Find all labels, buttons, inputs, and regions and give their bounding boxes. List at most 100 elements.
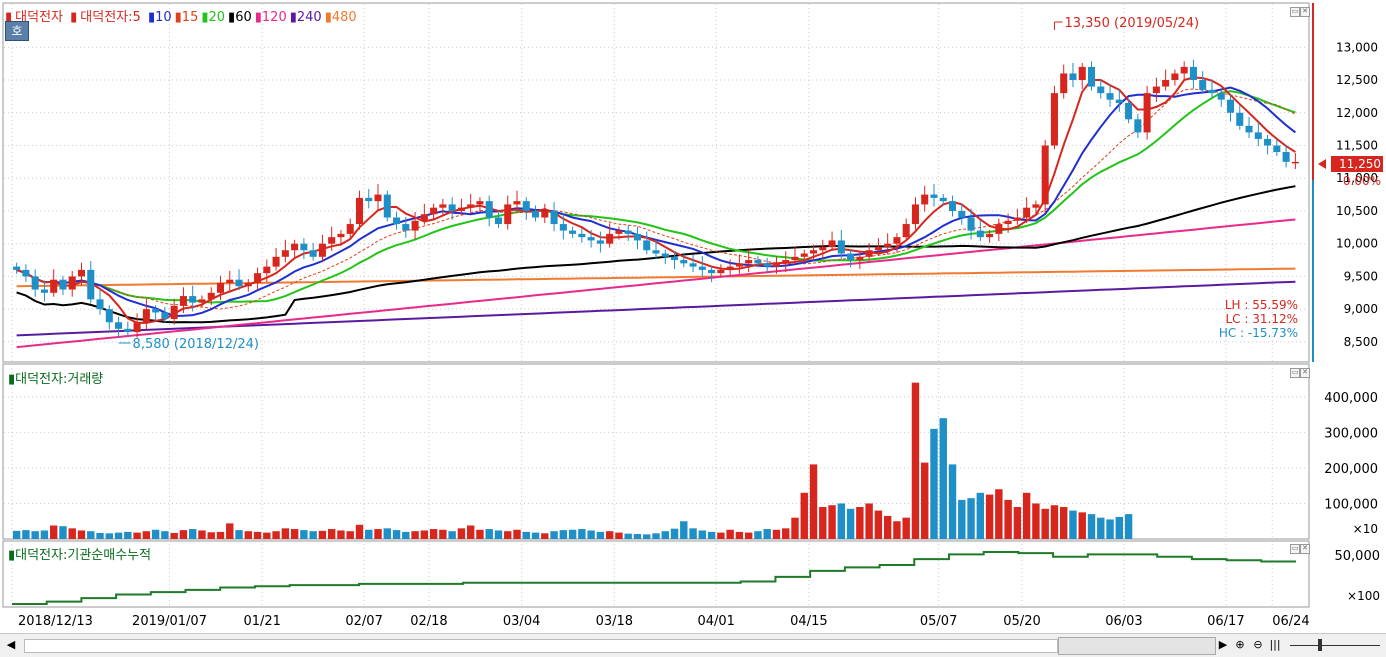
volume-bar (253, 531, 262, 539)
volume-bar (707, 531, 716, 539)
volume-bar (754, 531, 762, 539)
volume-bar (976, 492, 985, 539)
scroll-thumb[interactable] (1058, 637, 1216, 655)
candle-body (1004, 220, 1012, 225)
candle-body (948, 201, 957, 211)
volume-bar (902, 517, 910, 539)
volume-bar (883, 515, 892, 539)
scroll-left-icon[interactable]: ◀ (6, 638, 16, 651)
candle-body (671, 256, 679, 261)
volume-pane-minimize-icon[interactable]: ▭ (1290, 368, 1300, 378)
volume-bar (828, 505, 836, 539)
candle-body (661, 253, 669, 257)
candle-body (791, 256, 799, 261)
candle-body (800, 253, 808, 257)
price-pane-minimize-icon[interactable]: ▭ (1290, 7, 1300, 17)
volume-bar (1022, 492, 1031, 539)
candle-body (1097, 86, 1105, 94)
candle-body (865, 250, 873, 257)
legend-ma-list: ▮10 ▮15 ▮20 ▮60 ▮120 ▮240 ▮480 (148, 10, 360, 25)
volume-bar (504, 531, 512, 539)
volume-bar (476, 529, 484, 539)
candle-body (763, 263, 771, 267)
candle-body (22, 269, 30, 277)
candle-body (309, 250, 317, 257)
candle-body (995, 224, 1003, 234)
volume-bar (226, 523, 234, 539)
zoom-slider-handle[interactable] (1318, 639, 1322, 651)
volume-bar (439, 529, 447, 539)
scroll-right-icon[interactable]: ▶ (1218, 638, 1228, 651)
current-price-box: 11,250 (1331, 156, 1383, 172)
horizontal-scrollbar[interactable]: ◀ ▶ ⊕ ⊖ ||| (0, 633, 1386, 657)
volume-bar (77, 530, 86, 539)
candle-body (235, 279, 243, 287)
candle-body (513, 201, 521, 205)
candle-body (819, 246, 827, 251)
chart-canvas[interactable]: 13,000 12,500 12,000 11,500 11,000 10,500 10,0… (0, 0, 1386, 634)
candle-body (1134, 119, 1142, 133)
inst-pane-title: ▮대덕전자:기관순매수누적 (8, 548, 152, 563)
volume-bar (327, 529, 336, 539)
candle-body (1032, 204, 1040, 208)
volume-axis-label: 400,000 (1324, 391, 1378, 406)
volume-pane-title: ▮대덕전자:거래량 (8, 372, 104, 387)
volume-pane-close-icon[interactable]: ✕ (1300, 368, 1310, 378)
candle-body (726, 266, 734, 270)
volume-bar (643, 534, 651, 539)
volume-bar (930, 428, 938, 539)
candle-body (105, 309, 113, 323)
inst-pane-minimize-icon[interactable]: ▭ (1290, 544, 1300, 554)
bar-width-icon[interactable]: ||| (1269, 638, 1281, 651)
volume-bar (114, 532, 123, 539)
volume-bar (948, 464, 957, 539)
low-annotation: 8,580 (2018/12/24) (133, 337, 259, 352)
candle-body (967, 217, 975, 231)
date-axis-label: 03/18 (596, 614, 633, 629)
volume-bar (1013, 507, 1022, 539)
hoga-button[interactable]: 호 (5, 21, 29, 41)
volume-bar (244, 531, 252, 539)
date-axis-label: 05/07 (920, 614, 957, 629)
volume-bar (161, 531, 169, 539)
inst-pane[interactable] (2, 540, 1310, 608)
candle-body (569, 230, 577, 234)
volume-bar (670, 528, 679, 539)
volume-bar (207, 532, 215, 539)
zoom-slider[interactable] (1290, 645, 1380, 646)
volume-bar (726, 529, 734, 539)
volume-bar (1097, 517, 1105, 539)
volume-bar (633, 534, 642, 539)
candle-body (624, 230, 632, 234)
candle-body (272, 256, 280, 267)
scroll-track[interactable] (24, 639, 1058, 653)
candle-body (31, 276, 39, 290)
volume-title-text: 대덕전자:거래량 (15, 372, 104, 387)
volume-bar (615, 532, 623, 539)
candle-body (689, 263, 697, 267)
date-axis-label: 05/20 (1003, 614, 1040, 629)
price-pane-close-icon[interactable]: ✕ (1300, 7, 1310, 17)
candle-body (1282, 152, 1290, 162)
candle-body (328, 237, 336, 244)
volume-bar (12, 530, 21, 539)
zoom-out-icon[interactable]: ⊖ (1253, 638, 1263, 651)
inst-pane-close-icon[interactable]: ✕ (1300, 544, 1310, 554)
date-axis-label: 01/21 (243, 614, 280, 629)
legend-ma-10: ▮10 (147, 10, 172, 25)
candle-body (50, 279, 58, 293)
zoom-in-icon[interactable]: ⊕ (1235, 638, 1245, 651)
candle-body (782, 260, 790, 264)
volume-pane[interactable] (2, 363, 1310, 540)
volume-bar (568, 529, 577, 539)
candle-body (939, 197, 947, 202)
candle-body (1291, 161, 1299, 164)
volume-bar (355, 524, 364, 539)
candle-body (1254, 132, 1262, 139)
candle-body (884, 243, 892, 247)
volume-bar (22, 530, 30, 539)
inst-axis-label: 50,000 (1335, 549, 1381, 564)
volume-bar (809, 464, 818, 539)
volume-bar (448, 531, 456, 539)
ma-20-line (16, 90, 1296, 304)
